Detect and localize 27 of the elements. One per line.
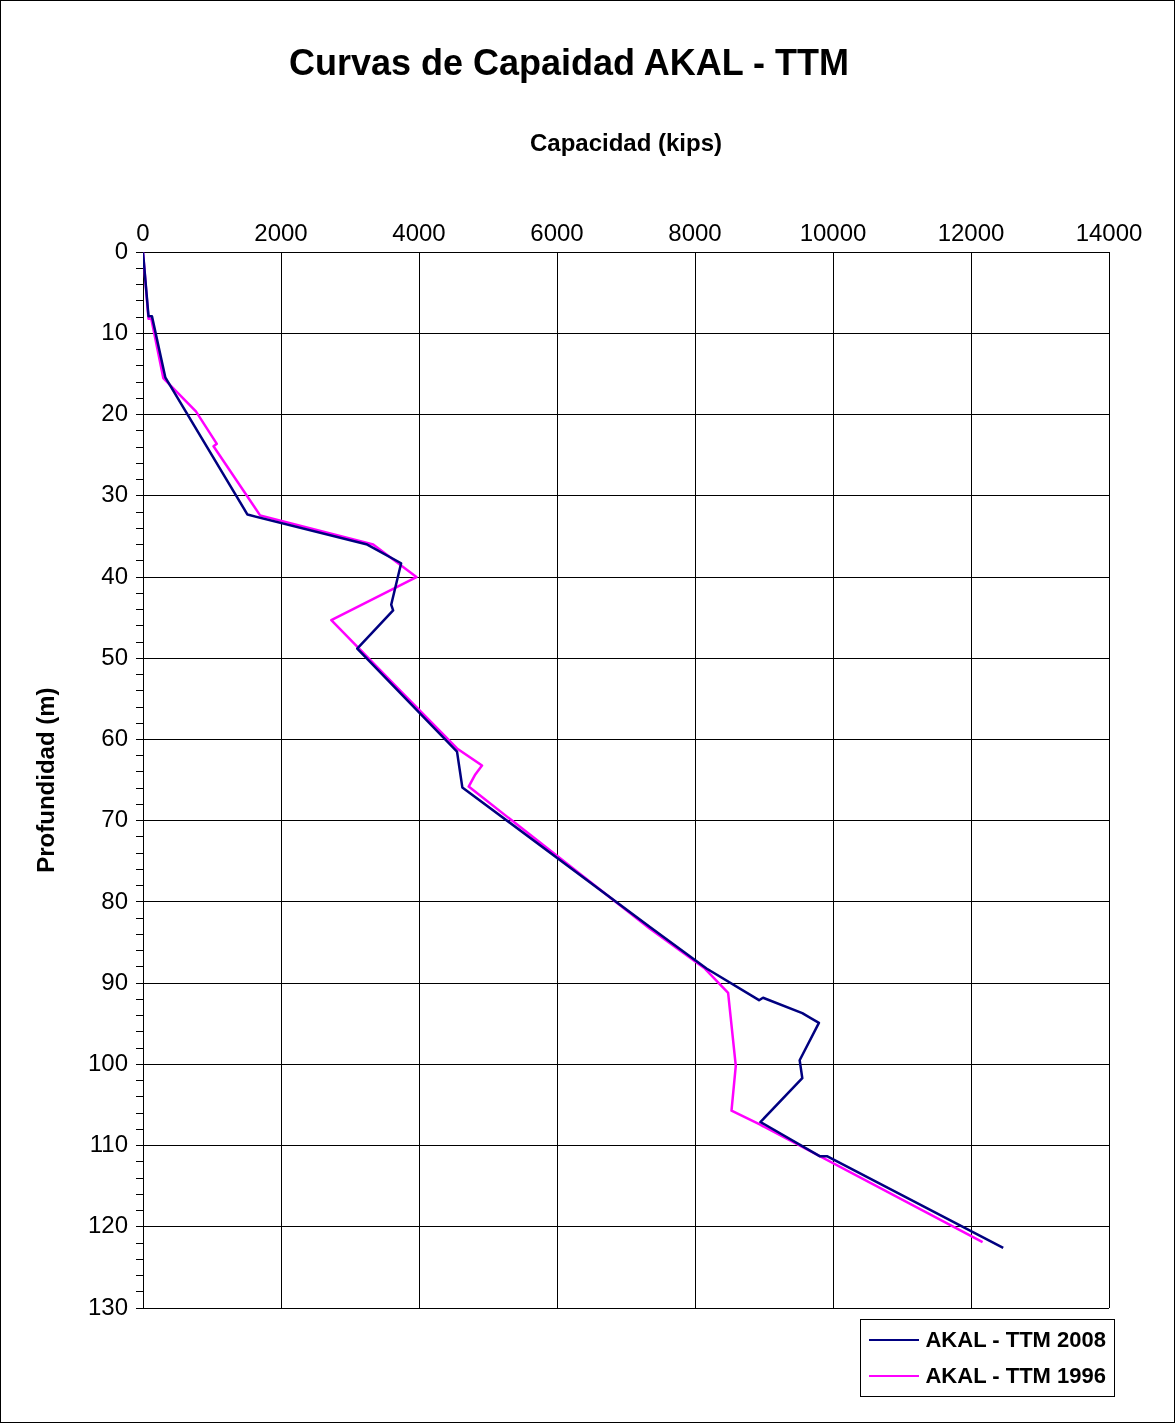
y-tick-label: 70 [101,805,128,833]
x-tick-label: 14000 [1075,219,1143,247]
y-tick-label: 130 [87,1292,128,1320]
y-tick-label: 40 [101,561,128,589]
y-tick-label: 0 [114,236,128,264]
y-tick-label: 120 [87,1211,128,1239]
y-tick-label: 50 [101,642,128,670]
x-tick-label: 2000 [254,219,308,247]
y-tick-label: 20 [101,399,128,427]
chart-title: Curvas de Capaidad AKAL - TTM [288,41,850,83]
x-tick-label: 8000 [668,219,722,247]
x-axis-title: Capacidad (kips) [529,129,723,157]
legend-label: AKAL - TTM 2008 [925,1327,1106,1353]
y-tick-label: 60 [101,724,128,752]
x-tick-label: 10000 [799,219,867,247]
y-tick-label: 80 [101,886,128,914]
x-tick-label: 6000 [530,219,584,247]
x-tick-label: 12000 [937,219,1005,247]
y-tick-label: 10 [101,318,128,346]
y-tick-label: 30 [101,480,128,508]
legend-label: AKAL - TTM 1996 [925,1363,1106,1389]
x-tick-label: 4000 [392,219,446,247]
y-tick-label: 100 [87,1048,128,1076]
y-tick-label: 110 [89,1130,128,1158]
y-tick-label: 90 [101,967,128,995]
y-axis-title: Profundidad (m) [32,687,60,873]
x-tick-label: 0 [136,219,150,247]
